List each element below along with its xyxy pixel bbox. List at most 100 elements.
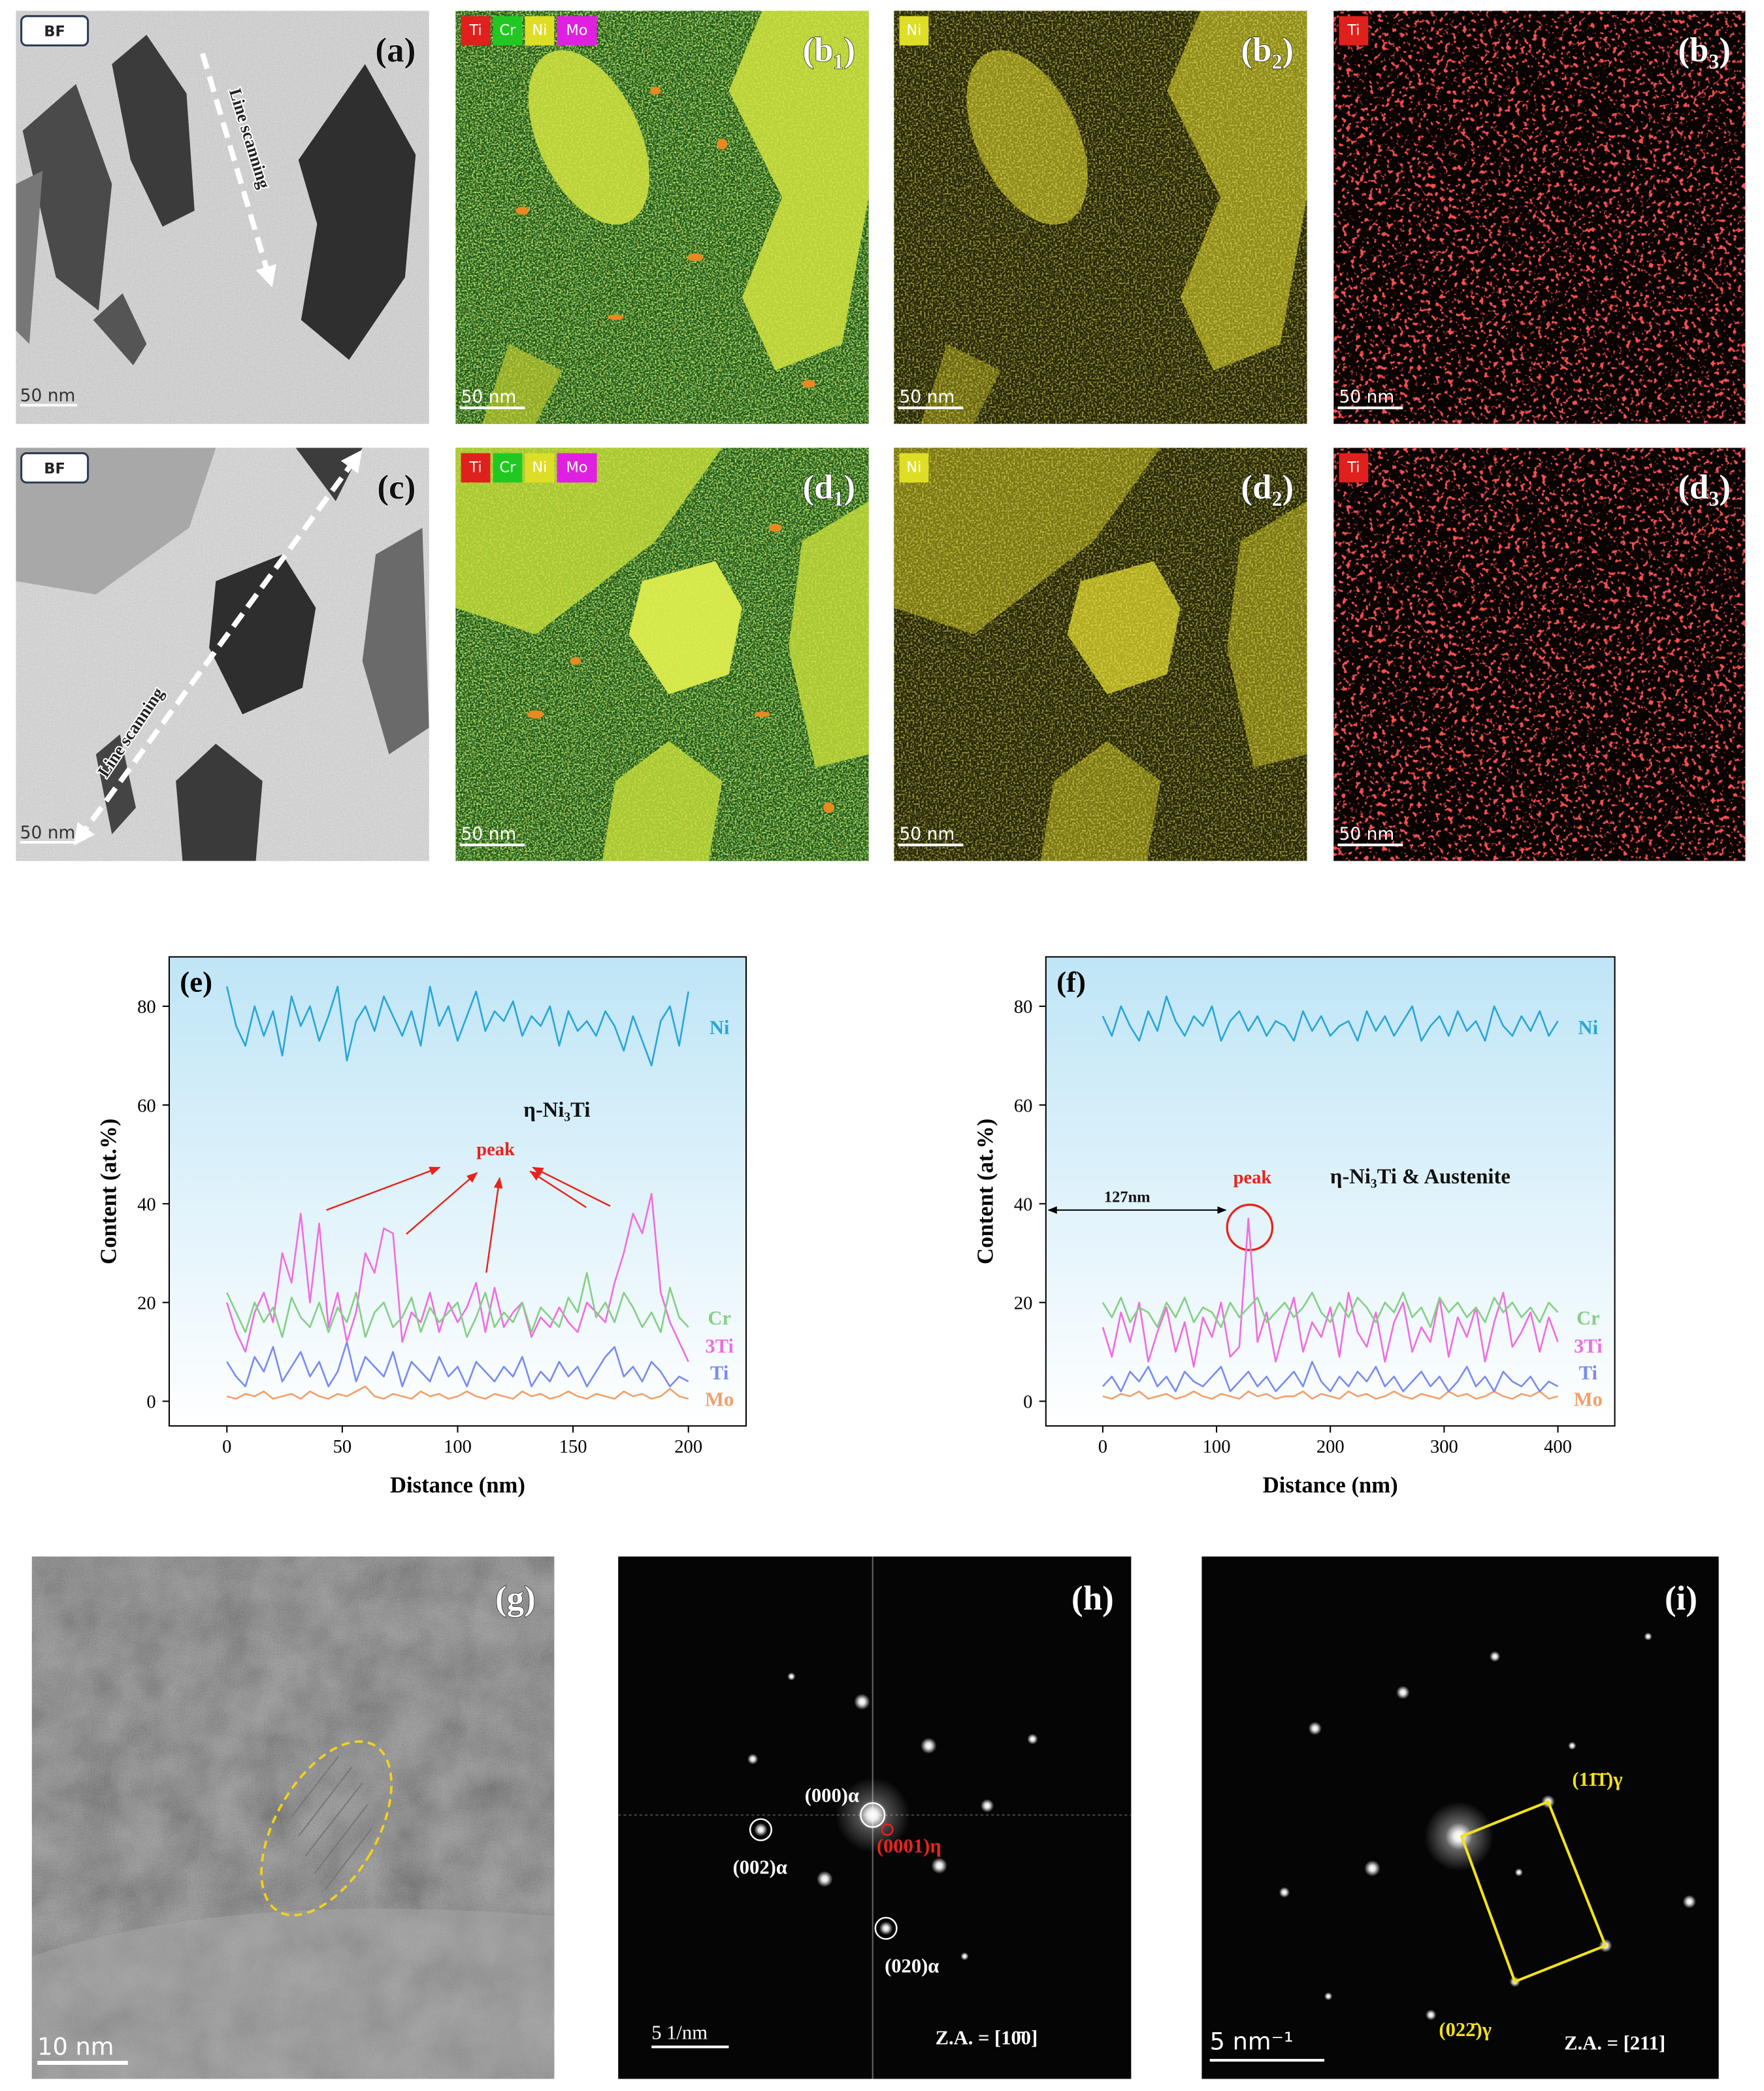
spot bbox=[879, 1921, 893, 1935]
panel-label: (f) bbox=[1056, 965, 1086, 998]
y-tick-label: 40 bbox=[137, 1194, 156, 1215]
precipitate bbox=[515, 206, 529, 215]
spot bbox=[854, 1694, 870, 1710]
tag: Mo bbox=[566, 459, 587, 476]
grain-particle bbox=[22, 84, 112, 311]
series-line bbox=[1102, 1360, 1559, 1392]
y-tick-label: 60 bbox=[1014, 1096, 1033, 1116]
panel-label: (a) bbox=[375, 31, 416, 69]
plot-frame bbox=[168, 956, 747, 1427]
scan-arrow bbox=[73, 450, 363, 846]
spot-ring bbox=[749, 1818, 772, 1841]
annotation: 127nm bbox=[1104, 1189, 1151, 1206]
panel-c: Line scanning BF (c) 50 nm bbox=[16, 448, 429, 861]
spot bbox=[1396, 1685, 1410, 1700]
series-line bbox=[1102, 1390, 1558, 1400]
plot-frame bbox=[1045, 956, 1616, 1427]
precipitate bbox=[687, 253, 704, 261]
tag: Ti bbox=[1347, 459, 1360, 476]
x-tick-label: 0 bbox=[222, 1437, 231, 1457]
precipitate-outline bbox=[260, 1740, 393, 1917]
series-name: Ni bbox=[1578, 1017, 1599, 1039]
x-tick-label: 400 bbox=[1544, 1437, 1572, 1457]
annotation: peak bbox=[1233, 1168, 1272, 1188]
y-tick-label: 60 bbox=[137, 1096, 156, 1116]
precipitate bbox=[802, 380, 816, 388]
panel-label: (h) bbox=[1071, 1580, 1114, 1618]
map-noise bbox=[894, 448, 1307, 861]
tag-box bbox=[899, 16, 929, 46]
badge bbox=[20, 452, 90, 484]
tag: Ti bbox=[1347, 22, 1360, 39]
badge bbox=[20, 15, 90, 47]
x-axis-label: Distance (nm) bbox=[1263, 1473, 1398, 1498]
grain-particle bbox=[112, 35, 195, 227]
scale-text: 50 nm bbox=[1339, 387, 1394, 407]
spot bbox=[980, 1799, 994, 1813]
peak-circle bbox=[1226, 1204, 1274, 1251]
scan-arrow bbox=[200, 52, 276, 288]
x-axis-label: Distance (nm) bbox=[390, 1473, 525, 1498]
scale-text: 50 nm bbox=[900, 824, 955, 844]
grain-particle bbox=[362, 527, 429, 755]
spot bbox=[1514, 1868, 1523, 1877]
spots bbox=[1279, 1632, 1696, 2020]
spot bbox=[858, 1800, 888, 1830]
scale-text: 50 nm bbox=[20, 386, 76, 406]
grain-particle bbox=[93, 293, 147, 365]
scale-text: 50 nm bbox=[20, 823, 76, 843]
scale-text: 50 nm bbox=[461, 387, 517, 407]
spot bbox=[817, 1871, 833, 1887]
arrow bbox=[326, 1166, 441, 1211]
spot bbox=[1308, 1721, 1322, 1736]
fringe bbox=[291, 1756, 339, 1817]
tag-box bbox=[1339, 453, 1369, 483]
tag: Ni bbox=[532, 459, 547, 476]
fringe bbox=[297, 1766, 353, 1837]
tag-box bbox=[525, 453, 555, 483]
series-line bbox=[225, 985, 690, 1066]
panel-label: (e) bbox=[180, 965, 212, 998]
series-name: Ti bbox=[1579, 1362, 1598, 1384]
series-name: 3Ti bbox=[705, 1335, 734, 1357]
x-tick-label: 50 bbox=[333, 1437, 352, 1457]
tag-box bbox=[1339, 16, 1369, 46]
zone-axis: Z.A. = [10̄0] bbox=[936, 2026, 1038, 2049]
x-tick-label: 100 bbox=[1203, 1437, 1231, 1457]
zone-axis: Z.A. = [211] bbox=[1564, 2032, 1665, 2054]
spot bbox=[960, 1952, 969, 1960]
spot-label: (11̄1̄)γ bbox=[1572, 1768, 1622, 1790]
tag: Mo bbox=[566, 22, 587, 39]
panel-label: (i) bbox=[1665, 1580, 1697, 1618]
x-tick-label: 150 bbox=[559, 1437, 587, 1457]
grain-particle bbox=[298, 64, 416, 360]
spot bbox=[1364, 1860, 1380, 1877]
annotation: η-Ni₃Ti & Austenite bbox=[1330, 1165, 1511, 1189]
fringe bbox=[314, 1803, 368, 1875]
panel-label: (c) bbox=[377, 469, 416, 506]
spot-label: (020)α bbox=[885, 1954, 939, 1977]
unit-cell bbox=[1460, 1800, 1607, 1984]
panel-g: (g) 10 nm bbox=[31, 1556, 555, 2079]
precipitate bbox=[607, 314, 624, 320]
fringe bbox=[324, 1828, 372, 1890]
precipitates bbox=[515, 86, 816, 388]
tag: Ni bbox=[906, 459, 921, 476]
spot bbox=[931, 1857, 947, 1874]
plot-background bbox=[169, 957, 746, 1426]
tag-box bbox=[493, 453, 523, 483]
spot bbox=[1027, 1734, 1038, 1745]
series-line bbox=[1102, 1291, 1559, 1328]
spot-ring bbox=[860, 1802, 886, 1828]
y-tick-label: 0 bbox=[1023, 1392, 1032, 1413]
panel-b2: Ni (b₂) 50 nm bbox=[894, 10, 1307, 424]
series-line bbox=[226, 1341, 689, 1388]
x-tick-label: 200 bbox=[674, 1437, 702, 1457]
series-name: Cr bbox=[1576, 1307, 1600, 1329]
precipitate bbox=[768, 523, 783, 532]
series-name: Ti bbox=[710, 1362, 729, 1384]
scale-text: 10 nm bbox=[37, 2033, 114, 2061]
map-noise bbox=[1333, 448, 1746, 861]
panel-i: (11̄1̄)γ (022̄)γ (i) 5 nm⁻¹ Z.A. = [211] bbox=[1201, 1556, 1719, 2079]
spot-ring bbox=[881, 1823, 894, 1836]
